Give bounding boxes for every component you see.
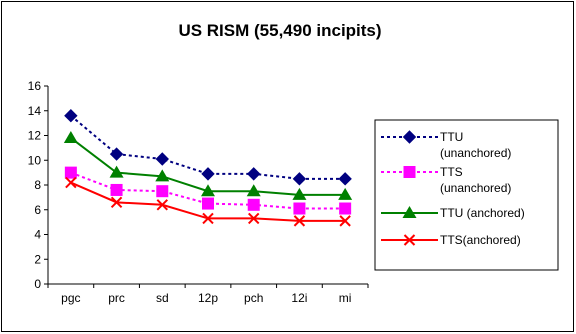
x-tick-label: pch — [244, 291, 263, 305]
data-point — [155, 169, 170, 182]
x-tick-label: pgc — [61, 291, 80, 305]
data-point — [65, 176, 77, 189]
x-tick-label: 12p — [198, 291, 218, 305]
y-tick-label: 16 — [28, 79, 42, 93]
legend-marker — [402, 130, 417, 144]
legend-label: TTU — [440, 130, 463, 144]
legend-label: TTU (anchored) — [440, 206, 525, 220]
y-tick-label: 14 — [28, 104, 42, 118]
data-point-stroke — [339, 215, 351, 227]
chart-title: US RISM (55,490 incipits) — [178, 21, 381, 40]
legend-marker — [403, 234, 416, 246]
y-tick-label: 8 — [34, 178, 41, 192]
data-point — [248, 212, 260, 225]
data-point — [339, 202, 352, 215]
data-point-stroke — [156, 199, 168, 211]
y-tick-label: 4 — [34, 228, 41, 242]
data-point — [202, 212, 214, 225]
data-point — [338, 172, 352, 186]
y-tick-label: 0 — [34, 277, 41, 291]
data-point — [247, 198, 260, 211]
y-tick-label: 2 — [34, 252, 41, 266]
legend-label: (unanchored) — [440, 146, 511, 160]
series-1 — [64, 108, 352, 186]
data-point — [293, 202, 306, 215]
data-point — [292, 187, 307, 200]
legend-entry-2: TTS (unanchored) — [381, 165, 511, 195]
data-point — [110, 196, 123, 209]
data-point — [339, 215, 351, 227]
data-point — [292, 172, 307, 186]
x-tick-label: prc — [108, 291, 125, 305]
legend-label: (unanchored) — [440, 181, 511, 195]
legend-box — [374, 119, 559, 271]
axes: 0 2 4 6 8 10 12 14 16 pgc prc sd 12p pch 12i mi — [28, 79, 369, 305]
data-point — [156, 185, 169, 198]
data-point — [64, 108, 78, 123]
data-point-stroke — [110, 196, 123, 209]
data-point — [338, 187, 353, 200]
data-point — [202, 197, 214, 210]
data-point-stroke — [202, 212, 214, 225]
x-tick-label: sd — [156, 291, 169, 305]
legend-entry-3: TTU (anchored) — [381, 206, 525, 220]
data-point — [109, 165, 124, 178]
data-point — [201, 184, 215, 197]
legend: TTU (unanchored) TTS (unanchored) TTU (ancho… — [381, 130, 525, 247]
x-tick-label: mi — [339, 291, 352, 305]
data-point — [201, 167, 215, 181]
legend-label: TTS(anchored) — [440, 233, 521, 247]
legend-entry-1: TTU (unanchored) — [381, 130, 511, 160]
legend-label: TTS — [440, 165, 463, 179]
series-3 — [63, 130, 353, 200]
data-point-stroke — [248, 212, 260, 225]
data-point-stroke — [293, 215, 306, 227]
data-point — [109, 147, 124, 161]
data-point — [155, 152, 169, 166]
series-2 — [64, 166, 352, 215]
legend-entry-4: TTS(anchored) — [381, 233, 521, 247]
data-point — [64, 166, 77, 179]
x-tick-label: 12i — [291, 291, 307, 305]
y-tick-label: 12 — [28, 129, 42, 143]
data-point — [156, 199, 168, 211]
data-point — [110, 183, 123, 196]
data-point — [293, 215, 306, 227]
y-tick-label: 10 — [28, 153, 42, 167]
y-tick-label: 6 — [34, 203, 41, 217]
legend-marker-stroke — [403, 234, 416, 246]
series-layer — [63, 108, 353, 227]
data-point-stroke — [65, 176, 77, 189]
data-point — [63, 130, 78, 143]
series-4 — [65, 176, 351, 227]
legend-marker — [403, 166, 416, 178]
legend-marker — [402, 206, 417, 218]
data-point — [246, 184, 261, 197]
data-point — [247, 167, 261, 181]
